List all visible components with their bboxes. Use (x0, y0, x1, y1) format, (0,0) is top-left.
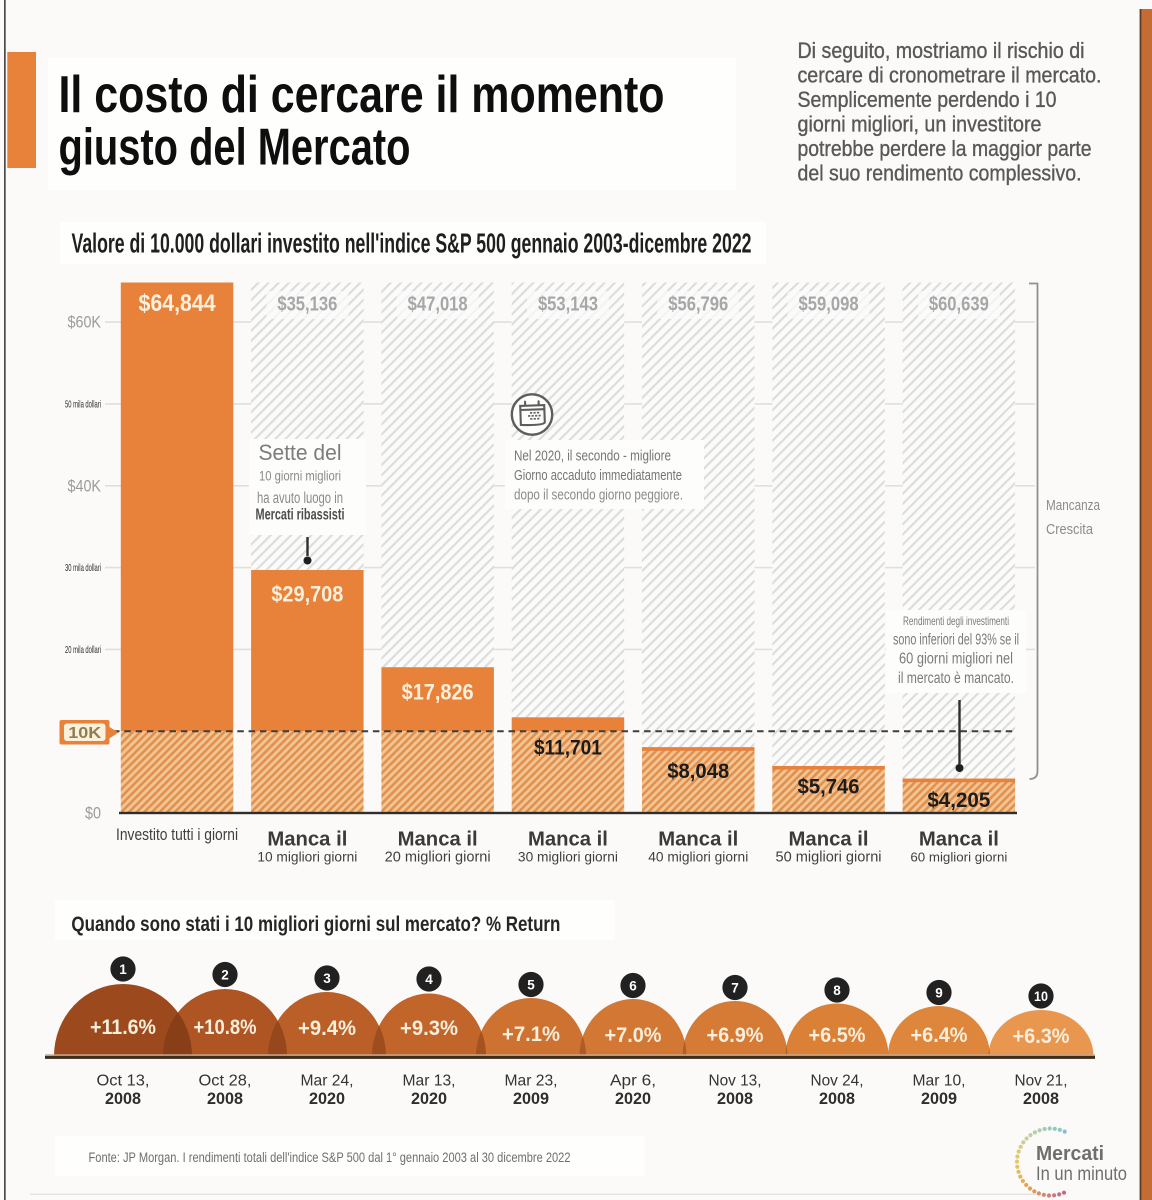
svg-text:$4,205: $4,205 (927, 789, 990, 812)
svg-text:7: 7 (731, 980, 739, 995)
svg-text:Mancanza: Mancanza (1046, 497, 1101, 514)
svg-text:Oct 13,: Oct 13, (97, 1073, 150, 1090)
svg-text:Nov 24,: Nov 24, (811, 1073, 864, 1090)
svg-text:+7.0%: +7.0% (605, 1023, 662, 1047)
svg-text:$56,796: $56,796 (668, 294, 728, 316)
svg-text:+9.4%: +9.4% (298, 1016, 356, 1040)
svg-text:Mar 13,: Mar 13, (403, 1073, 456, 1090)
svg-text:+6.5%: +6.5% (809, 1023, 866, 1047)
svg-text:$8,048: $8,048 (667, 760, 729, 783)
svg-text:2020: 2020 (615, 1090, 651, 1108)
svg-text:$35,136: $35,136 (277, 294, 337, 316)
svg-text:Valore di 10.000 dollari inves: Valore di 10.000 dollari investito nell'… (72, 228, 752, 259)
svg-text:60 migliori giorni: 60 migliori giorni (910, 850, 1007, 865)
svg-text:3: 3 (323, 971, 331, 986)
svg-text:4: 4 (425, 972, 433, 987)
svg-text:Quando sono stati i 10 miglior: Quando sono stati i 10 migliori giorni s… (71, 912, 560, 936)
svg-text:potrebbe perdere la maggior pa: potrebbe perdere la maggior parte (798, 136, 1092, 161)
svg-text:Mar 23,: Mar 23, (505, 1073, 558, 1090)
svg-text:10: 10 (1034, 989, 1048, 1004)
svg-text:5: 5 (527, 977, 535, 992)
svg-text:Mar 24,: Mar 24, (301, 1073, 354, 1090)
svg-text:Manca il: Manca il (919, 828, 999, 851)
svg-text:Fonte: JP Morgan. I rendimenti: Fonte: JP Morgan. I rendimenti totali de… (89, 1150, 571, 1165)
svg-text:$47,018: $47,018 (408, 294, 468, 316)
svg-text:2008: 2008 (207, 1090, 243, 1108)
svg-text:30 mila dollari: 30 mila dollari (65, 562, 101, 574)
svg-text:60 giorni migliori nel: 60 giorni migliori nel (899, 651, 1013, 668)
svg-text:+6.9%: +6.9% (707, 1023, 764, 1047)
svg-text:Nov 21,: Nov 21, (1015, 1073, 1068, 1090)
svg-text:2008: 2008 (105, 1090, 141, 1108)
svg-text:$60,639: $60,639 (929, 294, 989, 316)
svg-text:Mercati: Mercati (1036, 1142, 1104, 1165)
svg-text:10 giorni migliori: 10 giorni migliori (259, 468, 341, 484)
svg-text:20 migliori giorni: 20 migliori giorni (385, 849, 491, 866)
svg-text:$11,701: $11,701 (534, 737, 602, 760)
svg-text:+10.8%: +10.8% (194, 1015, 257, 1039)
svg-text:50 migliori giorni: 50 migliori giorni (776, 849, 882, 866)
svg-text:$64,844: $64,844 (139, 290, 217, 317)
svg-text:giusto del Mercato: giusto del Mercato (59, 119, 411, 177)
svg-text:+6.3%: +6.3% (1013, 1024, 1070, 1048)
svg-text:Rendimenti degli investimenti: Rendimenti degli investimenti (903, 614, 1009, 628)
svg-text:Il costo di cercare il momento: Il costo di cercare il momento (59, 66, 665, 124)
svg-text:Di seguito, mostriamo il risch: Di seguito, mostriamo il rischio di (798, 38, 1085, 63)
svg-text:dopo il secondo giorno peggior: dopo il secondo giorno peggiore. (514, 488, 683, 504)
svg-text:$40K: $40K (68, 476, 102, 495)
svg-text:+7.1%: +7.1% (502, 1022, 560, 1046)
svg-text:In un minuto: In un minuto (1036, 1164, 1127, 1185)
svg-text:giorni migliori, un investitor: giorni migliori, un investitore (798, 111, 1042, 136)
svg-text:10 migliori giorni: 10 migliori giorni (257, 850, 357, 865)
svg-text:$29,708: $29,708 (271, 582, 343, 607)
svg-text:Semplicemente perdendo i 10: Semplicemente perdendo i 10 (798, 87, 1057, 112)
svg-text:$53,143: $53,143 (538, 294, 598, 316)
svg-text:ha avuto luogo in: ha avuto luogo in (257, 490, 343, 507)
svg-text:10K: 10K (68, 725, 101, 742)
svg-text:$59,098: $59,098 (799, 294, 859, 316)
svg-text:Mar 10,: Mar 10, (913, 1073, 966, 1090)
svg-text:Manca il: Manca il (267, 828, 347, 851)
svg-text:+9.3%: +9.3% (400, 1016, 458, 1040)
svg-text:Manca il: Manca il (658, 828, 738, 851)
svg-text:20 mila dollari: 20 mila dollari (65, 644, 101, 656)
svg-text:Mercati ribassisti: Mercati ribassisti (256, 507, 345, 524)
svg-text:2020: 2020 (411, 1090, 447, 1108)
svg-text:Giorno accaduto immediatamente: Giorno accaduto immediatamente (514, 468, 682, 484)
svg-text:+6.4%: +6.4% (911, 1023, 968, 1047)
svg-text:$17,826: $17,826 (402, 680, 474, 705)
svg-text:6: 6 (629, 978, 637, 993)
svg-text:40 migliori giorni: 40 migliori giorni (648, 850, 748, 865)
svg-text:Manca il: Manca il (789, 828, 869, 851)
svg-text:Manca il: Manca il (528, 828, 608, 851)
svg-text:2: 2 (221, 967, 229, 982)
svg-text:il mercato è mancato.: il mercato è mancato. (898, 670, 1014, 687)
svg-text:2020: 2020 (309, 1090, 345, 1108)
svg-text:cercare di cronometrare il mer: cercare di cronometrare il mercato. (798, 62, 1102, 87)
svg-text:Investito tutti i giorni: Investito tutti i giorni (116, 825, 238, 844)
svg-text:$5,746: $5,746 (798, 776, 860, 799)
svg-text:8: 8 (833, 983, 841, 998)
svg-text:2009: 2009 (513, 1090, 549, 1108)
svg-text:sono inferiori del 93% se il: sono inferiori del 93% se il (893, 632, 1019, 649)
svg-text:9: 9 (935, 985, 943, 1000)
svg-text:2008: 2008 (717, 1090, 753, 1108)
svg-text:Oct 28,: Oct 28, (199, 1073, 252, 1090)
svg-text:Apr 6,: Apr 6, (610, 1073, 656, 1090)
svg-text:2009: 2009 (921, 1090, 957, 1108)
svg-text:Sette del: Sette del (259, 440, 342, 465)
svg-text:2008: 2008 (1023, 1090, 1059, 1108)
svg-text:Nel 2020, il secondo - miglior: Nel 2020, il secondo - migliore (514, 449, 671, 465)
svg-text:Nov 13,: Nov 13, (709, 1073, 762, 1090)
svg-text:1: 1 (119, 962, 127, 977)
svg-text:30 migliori giorni: 30 migliori giorni (518, 850, 618, 865)
svg-text:del suo rendimento complessivo: del suo rendimento complessivo. (798, 160, 1082, 185)
svg-text:2008: 2008 (819, 1090, 855, 1108)
svg-text:+11.6%: +11.6% (90, 1015, 156, 1039)
svg-text:$60K: $60K (68, 313, 102, 332)
svg-text:$0: $0 (85, 804, 101, 823)
svg-text:Manca il: Manca il (398, 828, 478, 851)
svg-text:50 mila dollari: 50 mila dollari (65, 399, 101, 411)
svg-text:Crescita: Crescita (1046, 521, 1094, 538)
